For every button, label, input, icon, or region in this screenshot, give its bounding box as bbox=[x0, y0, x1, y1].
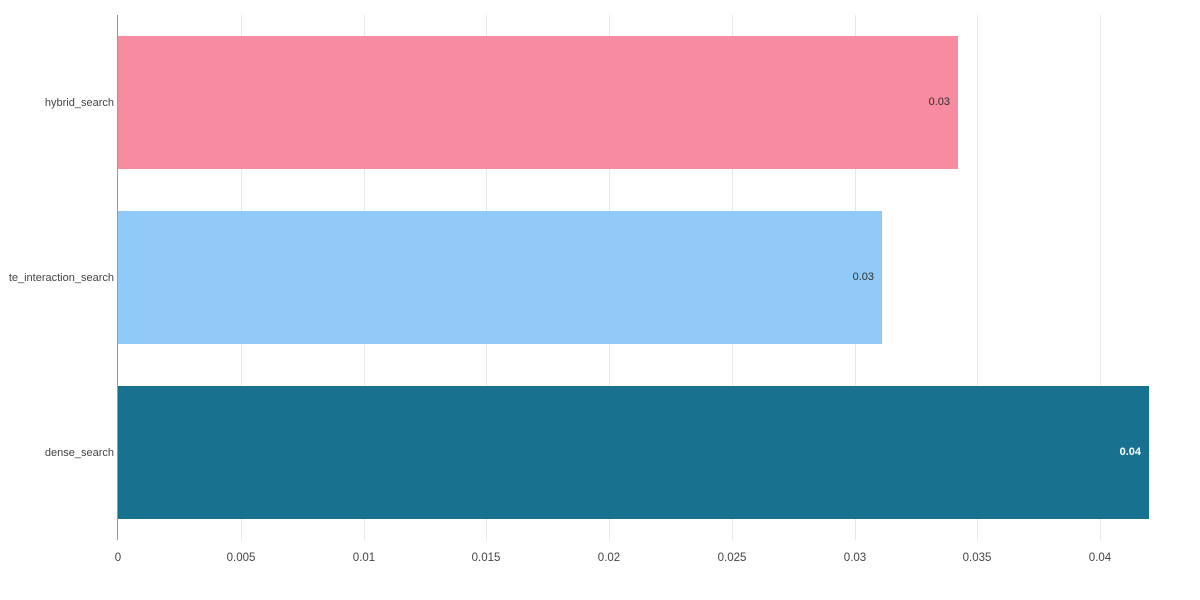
x-tick-label: 0.01 bbox=[352, 552, 376, 564]
x-tick-label: 0.03 bbox=[843, 552, 867, 564]
x-tick-label: 0.005 bbox=[226, 552, 256, 564]
category-label-dense_search: dense_search bbox=[44, 447, 114, 459]
x-tick-label: 0.04 bbox=[1088, 552, 1112, 564]
x-tick-label: 0.035 bbox=[962, 552, 992, 564]
x-tick-label: 0.025 bbox=[717, 552, 747, 564]
category-label-te_interaction_search: te_interaction_search bbox=[8, 272, 114, 284]
bar-dense_search: 0.04 bbox=[118, 386, 1149, 519]
x-tick-label: 0.015 bbox=[471, 552, 501, 564]
bar-value-label: 0.04 bbox=[1119, 446, 1141, 458]
gridline bbox=[977, 15, 978, 540]
gridline bbox=[1100, 15, 1101, 540]
bar-value-label: 0.03 bbox=[928, 96, 950, 108]
bar-hybrid_search: 0.03 bbox=[118, 36, 958, 169]
x-tick-label: 0.02 bbox=[597, 552, 621, 564]
bar-value-label: 0.03 bbox=[852, 271, 874, 283]
category-label-hybrid_search: hybrid_search bbox=[44, 97, 114, 109]
bar-te_interaction_search: 0.03 bbox=[118, 211, 882, 344]
y-axis-line bbox=[117, 15, 118, 540]
x-tick-label: 0 bbox=[114, 552, 122, 564]
